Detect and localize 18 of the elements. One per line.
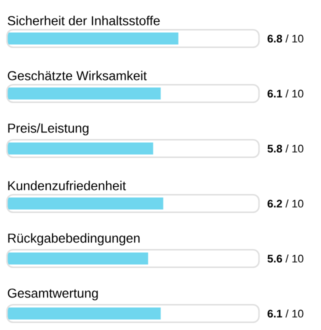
bar (7, 252, 148, 265)
y-tick-label: Rückgabebedingungen (8, 233, 140, 246)
y-tick-label: Gesamtwertung (8, 288, 98, 300)
bar (7, 88, 161, 100)
data-label: 6.8 / 10 (268, 34, 304, 43)
data-label: 5.8 / 10 (268, 144, 304, 153)
y-tick-label: Preis/Leistung (8, 123, 88, 136)
y-tick-label: Sicherheit der Inhaltsstoffe (8, 16, 160, 26)
data-label: 6.2 / 10 (268, 199, 304, 208)
y-tick-label: Geschätzte Wirksamkeit (8, 70, 147, 80)
bar (7, 32, 178, 45)
data-label: 6.1 / 10 (268, 89, 304, 98)
bar (7, 308, 161, 320)
data-label: 5.6 / 10 (268, 254, 304, 263)
y-tick-label: Kundenzufriedenheit (8, 180, 126, 190)
bar (7, 142, 154, 155)
data-label: 6.1 / 10 (268, 309, 304, 318)
bar (7, 198, 164, 210)
